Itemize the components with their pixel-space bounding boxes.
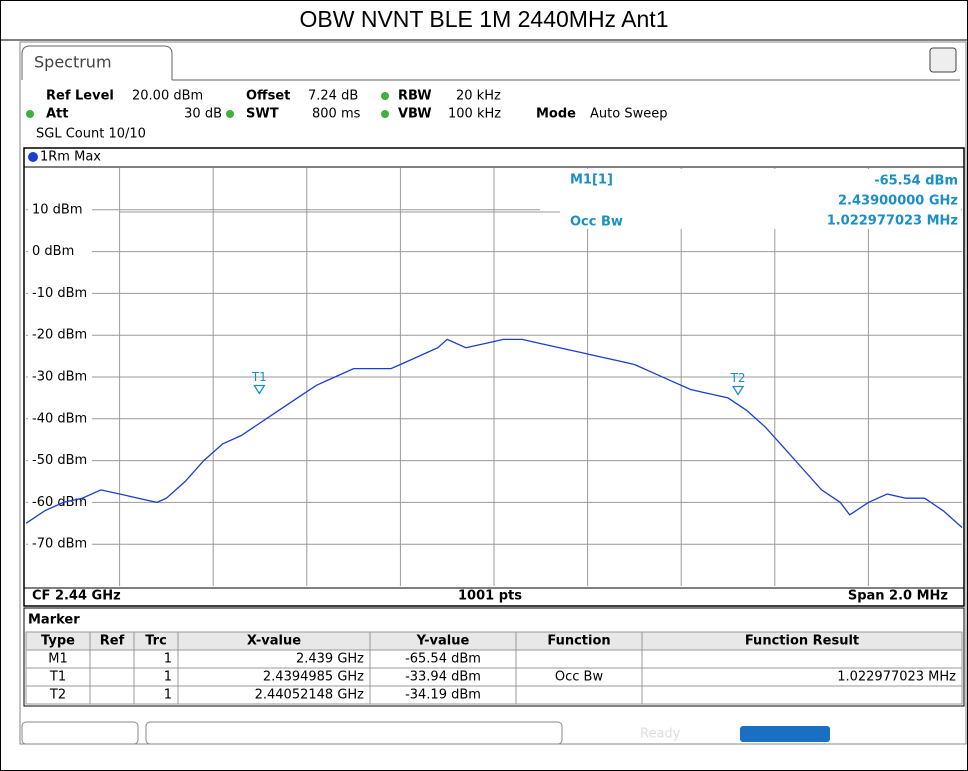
table-header: Ref <box>100 634 125 649</box>
table-header: Function <box>547 634 610 649</box>
tick-label-bg <box>28 369 92 385</box>
table-value: -65.54 dBm <box>405 652 481 667</box>
sweep-count: SGL Count 10/10 <box>36 127 146 142</box>
led <box>381 92 389 100</box>
setting-label: Att <box>46 107 69 122</box>
table-value: T1 <box>49 670 66 685</box>
table-value: T2 <box>49 688 66 703</box>
tick-label-bg <box>28 410 92 427</box>
y-tick-label: -40 dBm <box>32 411 87 426</box>
trace-label: 1Rm Max <box>40 150 101 165</box>
tick-label-bg <box>28 201 92 218</box>
tick-label-bg <box>28 536 92 553</box>
tick-label-bg <box>28 243 92 260</box>
led <box>381 110 389 118</box>
y-tick-label: 0 dBm <box>32 244 74 259</box>
tab-label[interactable]: Spectrum <box>34 53 112 72</box>
marker-table-frame <box>23 607 965 707</box>
setting-value: 20 kHz <box>456 89 501 104</box>
table-value: Occ Bw <box>555 670 604 685</box>
trace <box>25 338 963 528</box>
marker <box>253 384 266 395</box>
page-title: OBW NVNT BLE 1M 2440MHz Ant1 <box>300 6 669 32</box>
table-value: 2.44052148 GHz <box>255 688 365 703</box>
span: Span 2.0 MHz <box>848 589 948 604</box>
setting-label: SWT <box>246 107 279 122</box>
tick-label-bg <box>28 494 92 511</box>
tab[interactable] <box>21 45 173 80</box>
menu-icon[interactable] <box>929 47 957 73</box>
table-value: 1 <box>164 670 172 685</box>
marker-info-bg <box>540 169 961 229</box>
table-value: 1.022977023 MHz <box>837 670 956 685</box>
setting-value: 20.00 dBm <box>132 89 203 104</box>
marker-table: Type Ref Trc X-value Y-value Function Function… <box>25 631 963 705</box>
table-header: Type <box>41 634 75 649</box>
table-header-bg <box>26 632 962 650</box>
table-header: Trc <box>145 634 167 649</box>
table-value: 2.439 GHz <box>296 652 364 667</box>
status-field <box>21 721 139 745</box>
table-value: -34.19 dBm <box>405 688 481 703</box>
marker-info-level: -65.54 dBm <box>874 174 958 189</box>
setting-value: 7.24 dB <box>308 89 358 104</box>
plot-frame <box>23 147 965 607</box>
trace-dot <box>28 152 38 162</box>
table-header: Function Result <box>745 634 859 649</box>
marker-table-title: Marker <box>28 613 80 628</box>
setting-label: Ref Level <box>46 89 114 104</box>
y-tick-label: -70 dBm <box>32 537 87 552</box>
marker <box>731 385 745 396</box>
table-value: 2.4394985 GHz <box>263 670 364 685</box>
led <box>226 110 234 118</box>
status: Ready <box>640 727 681 742</box>
led <box>26 110 34 118</box>
tick-label-bg <box>28 452 92 469</box>
setting-value: 800 ms <box>312 107 361 122</box>
table-header: Y-value <box>416 634 470 649</box>
setting-label: VBW <box>398 107 432 122</box>
y-tick-label: -60 dBm <box>32 495 87 510</box>
marker-info-freq: 2.43900000 GHz <box>838 194 958 209</box>
y-tick-label: -50 dBm <box>32 453 87 468</box>
status-field <box>145 721 563 745</box>
center-frequency: CF 2.44 GHz <box>32 589 121 604</box>
y-tick-label: -30 dBm <box>32 370 87 385</box>
plot: 10 dBm 0 dBm -10 dBm -20 dBm -30 dBm -40 dBm -… <box>25 168 963 586</box>
tick-label-bg <box>28 285 92 302</box>
y-tick-label: -20 dBm <box>32 328 87 343</box>
table-header: X-value <box>247 634 301 649</box>
y-tick-label: 10 dBm <box>32 202 83 217</box>
progress-bar <box>740 726 830 742</box>
y-tick-label: -10 dBm <box>32 286 87 301</box>
table-cell <box>641 685 963 705</box>
setting-label: Mode <box>536 107 576 122</box>
points: 1001 pts <box>458 589 522 604</box>
setting-value: Auto Sweep <box>590 107 667 122</box>
table-value: 1 <box>164 652 172 667</box>
table-value: -33.94 dBm <box>405 670 481 685</box>
table-value: M1 <box>48 652 68 667</box>
setting-value: 100 kHz <box>448 107 501 122</box>
marker-info-result: 1.022977023 MHz <box>827 214 958 229</box>
tick-label-bg <box>28 327 92 344</box>
setting-label: Offset <box>246 89 290 104</box>
table-value: 1 <box>164 688 172 703</box>
marker-info-name: M1[1] <box>570 173 613 188</box>
setting-value: 30 dB <box>184 107 222 122</box>
marker-info-function: Occ Bw <box>570 215 623 230</box>
setting-label: RBW <box>398 89 432 104</box>
marker-label: T2 <box>730 371 746 385</box>
marker-label: T1 <box>251 370 267 384</box>
